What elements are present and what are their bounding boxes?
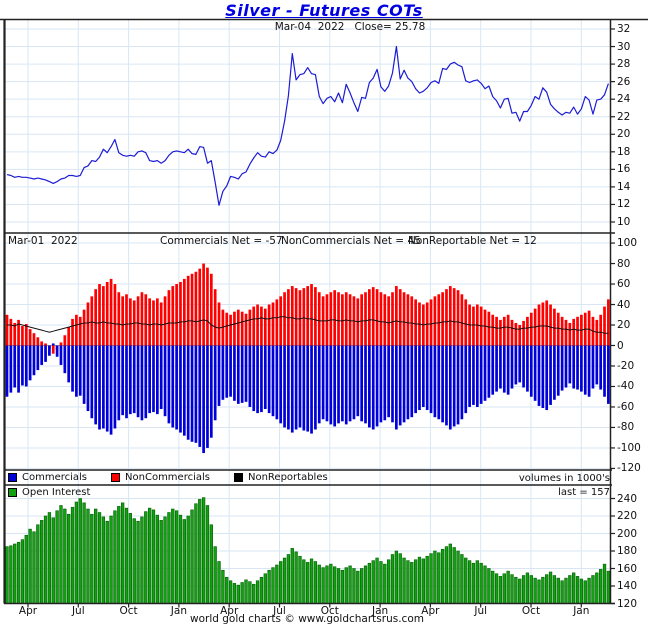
y-tick-label: -120 xyxy=(617,462,641,475)
y-tick-label: 80 xyxy=(617,257,631,270)
y-tick-label: 60 xyxy=(617,278,631,291)
open-interest-swatch xyxy=(8,488,17,497)
y-tick-label: 14 xyxy=(617,180,631,193)
y-tick-label: 10 xyxy=(617,215,631,228)
axis-ticks xyxy=(27,28,615,608)
noncommercials-net-label: NonCommercials Net = 45 xyxy=(281,235,421,247)
y-tick-label: 22 xyxy=(617,110,631,123)
volumes-note: volumes in 1000's xyxy=(518,473,610,484)
y-tick-label: 0 xyxy=(617,339,624,352)
nonreportables-line xyxy=(7,316,609,334)
x-axis-label: Jul xyxy=(273,605,286,617)
x-axis-label: Jan xyxy=(372,605,389,617)
y-tick-label: 18 xyxy=(617,145,631,158)
x-axis-label: Apr xyxy=(18,605,38,617)
last-value-note: last = 157 xyxy=(558,487,610,498)
noncommercials-swatch xyxy=(111,473,121,482)
copyright: world gold charts © www.goldchartsrus.co… xyxy=(190,613,424,625)
nonreportable-net-label: NonReportable Net = 12 xyxy=(408,235,537,247)
price-line xyxy=(6,45,609,206)
x-axis-label: Apr xyxy=(220,605,239,617)
open-interest-legend-label: Open Interest xyxy=(22,487,91,498)
commercials-bars xyxy=(5,343,610,454)
y-tick-label: 160 xyxy=(617,562,638,575)
y-tick-label: 220 xyxy=(617,510,638,522)
grid-lines xyxy=(5,19,611,604)
y-tick-label: 100 xyxy=(617,237,638,250)
chart-title: Silver - Futures COTs xyxy=(225,1,423,20)
commercials-legend-label: Commercials xyxy=(22,472,88,483)
x-axis-label: Jul xyxy=(474,605,488,617)
y-tick-label: -80 xyxy=(617,421,635,434)
x-axis-label: Oct xyxy=(320,605,339,617)
x-axis-label: Jan xyxy=(170,605,187,617)
y-tick-label: 30 xyxy=(617,40,631,53)
y-tick-label: -60 xyxy=(617,400,635,413)
x-axis-label: Jul xyxy=(71,605,85,617)
y-tick-label: -40 xyxy=(617,380,635,393)
y-tick-label: -20 xyxy=(617,359,635,372)
y-tick-label: 140 xyxy=(617,580,638,592)
commercials-swatch xyxy=(8,473,17,482)
y-tick-label: 26 xyxy=(617,75,631,88)
y-tick-label: 32 xyxy=(617,23,631,35)
open-interest-legend: Open Interest xyxy=(8,487,90,498)
y-tick-label: 16 xyxy=(617,163,631,176)
y-tick-label: 12 xyxy=(617,198,631,211)
x-axis-label: Jan xyxy=(573,605,590,617)
noncommercials-legend-label: NonCommercials xyxy=(125,472,210,483)
nonreportables-swatch xyxy=(234,473,243,482)
y-tick-label: 120 xyxy=(617,597,638,610)
commercials-net-label: Commercials Net = -57 xyxy=(160,235,283,247)
y-tick-label: 28 xyxy=(617,58,631,71)
cot-report-date: Mar-01 2022 xyxy=(8,235,78,247)
noncommercials-bars xyxy=(5,263,610,354)
y-tick-label: -100 xyxy=(617,441,641,454)
x-axis-label: Oct xyxy=(119,605,138,617)
y-tick-label: 180 xyxy=(617,545,638,557)
y-tick-label: 20 xyxy=(617,128,631,141)
y-tick-label: 200 xyxy=(617,527,638,540)
cot-legend: Commercials NonCommercials NonReportable… xyxy=(8,472,328,483)
y-tick-label: 40 xyxy=(617,298,631,311)
x-axis-label: Oct xyxy=(521,605,541,617)
y-tick-label: 20 xyxy=(617,319,631,331)
nonreportables-legend-label: NonReportables xyxy=(248,472,328,483)
y-tick-label: 240 xyxy=(617,492,638,505)
x-axis-label: Apr xyxy=(421,605,440,617)
y-tick-label: 24 xyxy=(617,93,631,106)
price-annotation: Mar-04 2022 Close= 25.78 xyxy=(274,21,426,33)
